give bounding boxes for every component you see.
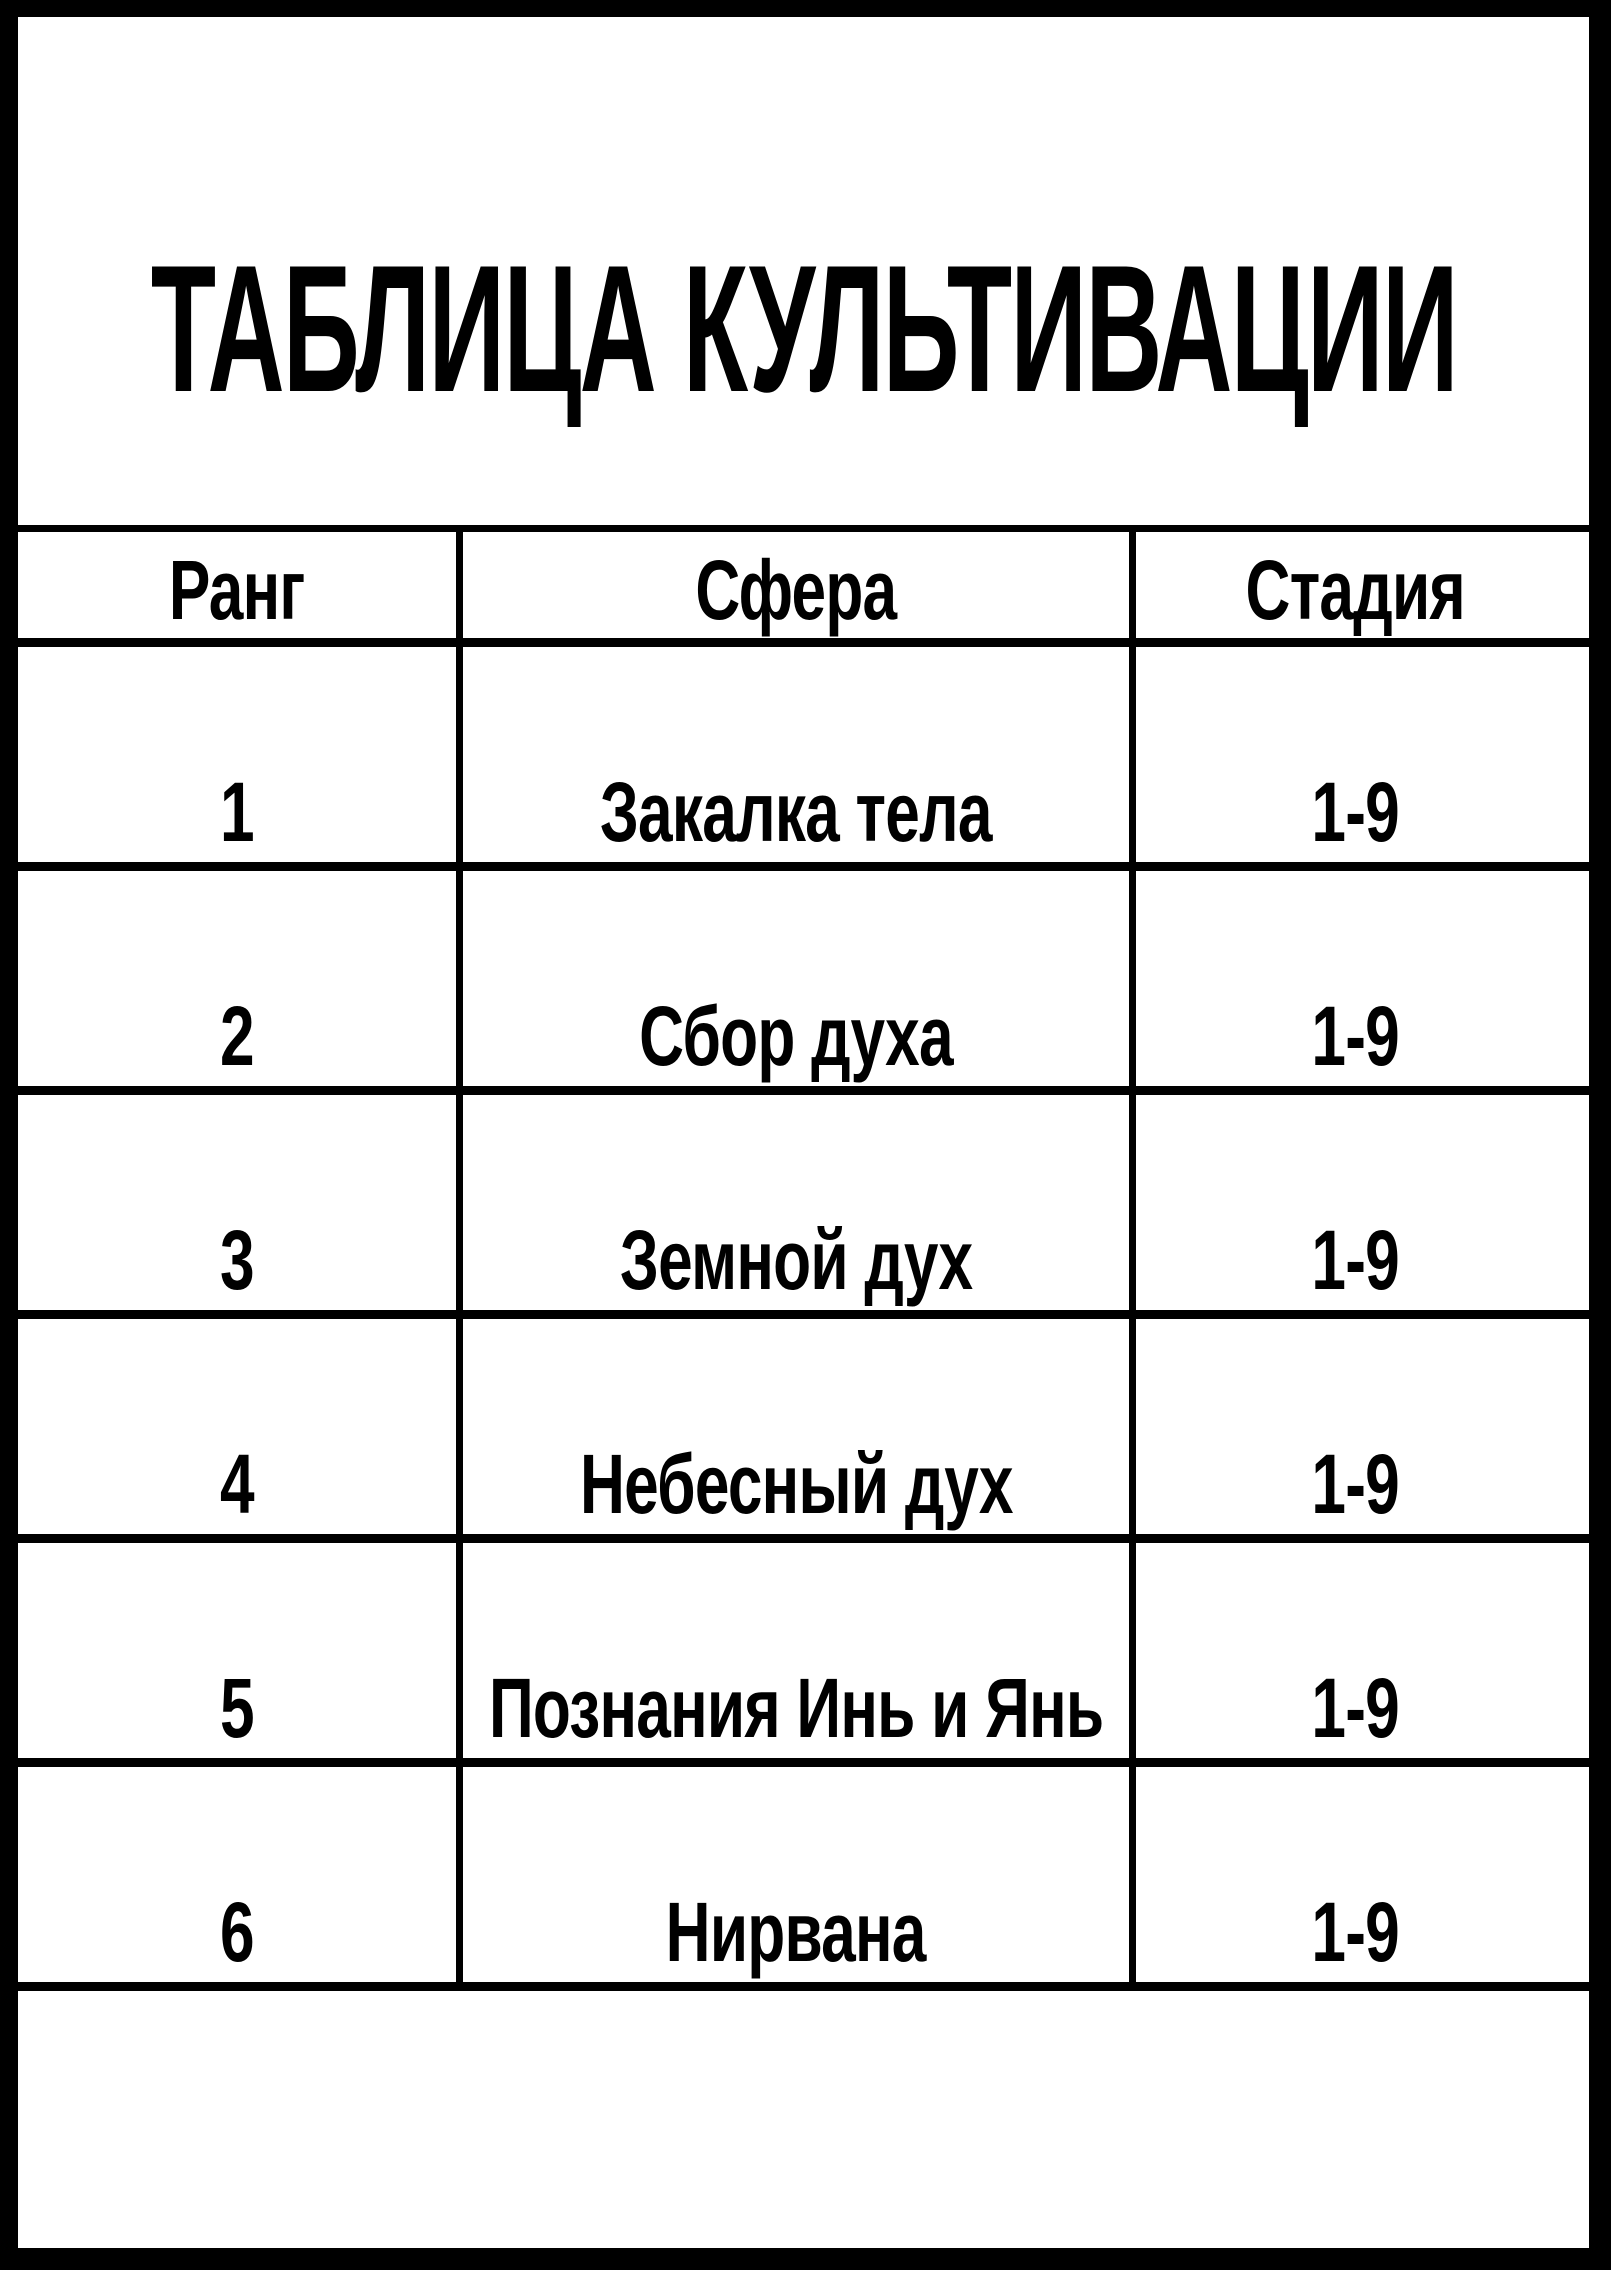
sphere-value: Небесный дух: [579, 1437, 1013, 1531]
stage-value: 1-9: [1311, 765, 1400, 859]
table-row: 6 Нирвана 1-9: [18, 1767, 1589, 1991]
column-header-stage-label: Стадия: [1245, 543, 1466, 637]
rank-cell: 3: [18, 1095, 463, 1310]
stage-cell: 1-9: [1136, 871, 1575, 1086]
page-title: ТАБЛИЦА КУЛЬТИВАЦИИ: [150, 228, 1458, 430]
stage-value: 1-9: [1311, 1437, 1400, 1531]
table-row: 5 Познания Инь и Янь 1-9: [18, 1543, 1589, 1767]
stage-cell: 1-9: [1136, 1319, 1575, 1534]
stage-cell: 1-9: [1136, 1767, 1575, 1982]
rank-value: 3: [220, 1213, 255, 1307]
rank-value: 5: [220, 1661, 255, 1755]
sphere-cell: Сбор духа: [463, 871, 1136, 1086]
table-row: 4 Небесный дух 1-9: [18, 1319, 1589, 1543]
header-row: Ранг Сфера Стадия: [18, 532, 1589, 647]
rank-cell: 5: [18, 1543, 463, 1758]
sphere-value: Нирвана: [666, 1885, 927, 1979]
sphere-cell: Нирвана: [463, 1767, 1136, 1982]
stage-value: 1-9: [1311, 989, 1400, 1083]
sphere-value: Познания Инь и Янь: [488, 1661, 1104, 1755]
rank-cell: 1: [18, 647, 463, 862]
stage-cell: 1-9: [1136, 647, 1575, 862]
rank-value: 2: [220, 989, 255, 1083]
sphere-cell: Закалка тела: [463, 647, 1136, 862]
stage-value: 1-9: [1311, 1213, 1400, 1307]
table-row: 1 Закалка тела 1-9: [18, 647, 1589, 871]
cultivation-table: Ранг Сфера Стадия 1 Закалка тела 1-9 2: [18, 525, 1589, 1991]
sphere-value: Сбор духа: [639, 989, 953, 1083]
rank-value: 1: [220, 765, 255, 859]
stage-value: 1-9: [1311, 1885, 1400, 1979]
sphere-value: Земной дух: [619, 1213, 973, 1307]
table-row: 2 Сбор духа 1-9: [18, 871, 1589, 1095]
sphere-value: Закалка тела: [600, 765, 993, 859]
column-header-sphere-label: Сфера: [695, 543, 897, 637]
sphere-cell: Познания Инь и Янь: [463, 1543, 1136, 1758]
column-header-rank: Ранг: [18, 532, 463, 638]
table-row: 3 Земной дух 1-9: [18, 1095, 1589, 1319]
sphere-cell: Земной дух: [463, 1095, 1136, 1310]
stage-cell: 1-9: [1136, 1543, 1575, 1758]
stage-value: 1-9: [1311, 1661, 1400, 1755]
rank-cell: 6: [18, 1767, 463, 1982]
title-area: ТАБЛИЦА КУЛЬТИВАЦИИ: [18, 17, 1589, 525]
rank-value: 4: [220, 1437, 255, 1531]
rank-cell: 4: [18, 1319, 463, 1534]
rank-value: 6: [220, 1885, 255, 1979]
stage-cell: 1-9: [1136, 1095, 1575, 1310]
sphere-cell: Небесный дух: [463, 1319, 1136, 1534]
column-header-sphere: Сфера: [463, 532, 1136, 638]
column-header-stage: Стадия: [1136, 532, 1575, 638]
rank-cell: 2: [18, 871, 463, 1086]
column-header-rank-label: Ранг: [169, 543, 305, 637]
